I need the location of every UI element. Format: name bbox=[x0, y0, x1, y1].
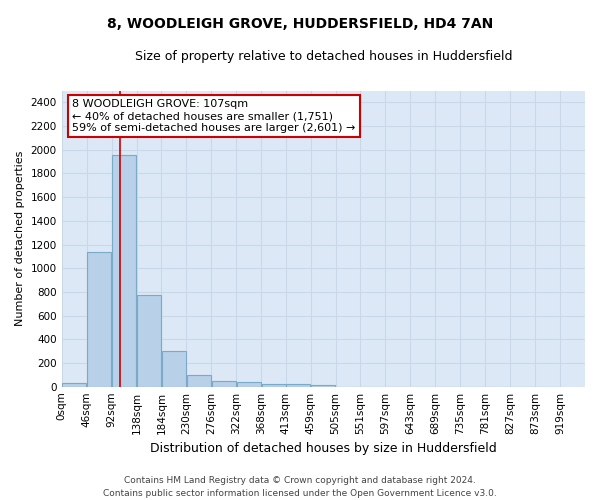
Bar bbox=[137, 296, 161, 386]
Bar bbox=[212, 381, 236, 386]
Y-axis label: Number of detached properties: Number of detached properties bbox=[15, 151, 25, 326]
Text: Contains HM Land Registry data © Crown copyright and database right 2024.
Contai: Contains HM Land Registry data © Crown c… bbox=[103, 476, 497, 498]
Bar bbox=[187, 375, 211, 386]
X-axis label: Distribution of detached houses by size in Huddersfield: Distribution of detached houses by size … bbox=[150, 442, 497, 455]
Bar bbox=[236, 382, 261, 386]
Bar bbox=[262, 384, 286, 386]
Bar bbox=[162, 351, 186, 386]
Title: Size of property relative to detached houses in Huddersfield: Size of property relative to detached ho… bbox=[134, 50, 512, 63]
Bar bbox=[112, 154, 136, 386]
Bar bbox=[87, 252, 111, 386]
Bar bbox=[286, 384, 310, 386]
Bar bbox=[62, 382, 86, 386]
Text: 8 WOODLEIGH GROVE: 107sqm
← 40% of detached houses are smaller (1,751)
59% of se: 8 WOODLEIGH GROVE: 107sqm ← 40% of detac… bbox=[72, 100, 356, 132]
Text: 8, WOODLEIGH GROVE, HUDDERSFIELD, HD4 7AN: 8, WOODLEIGH GROVE, HUDDERSFIELD, HD4 7A… bbox=[107, 18, 493, 32]
Bar bbox=[311, 385, 335, 386]
